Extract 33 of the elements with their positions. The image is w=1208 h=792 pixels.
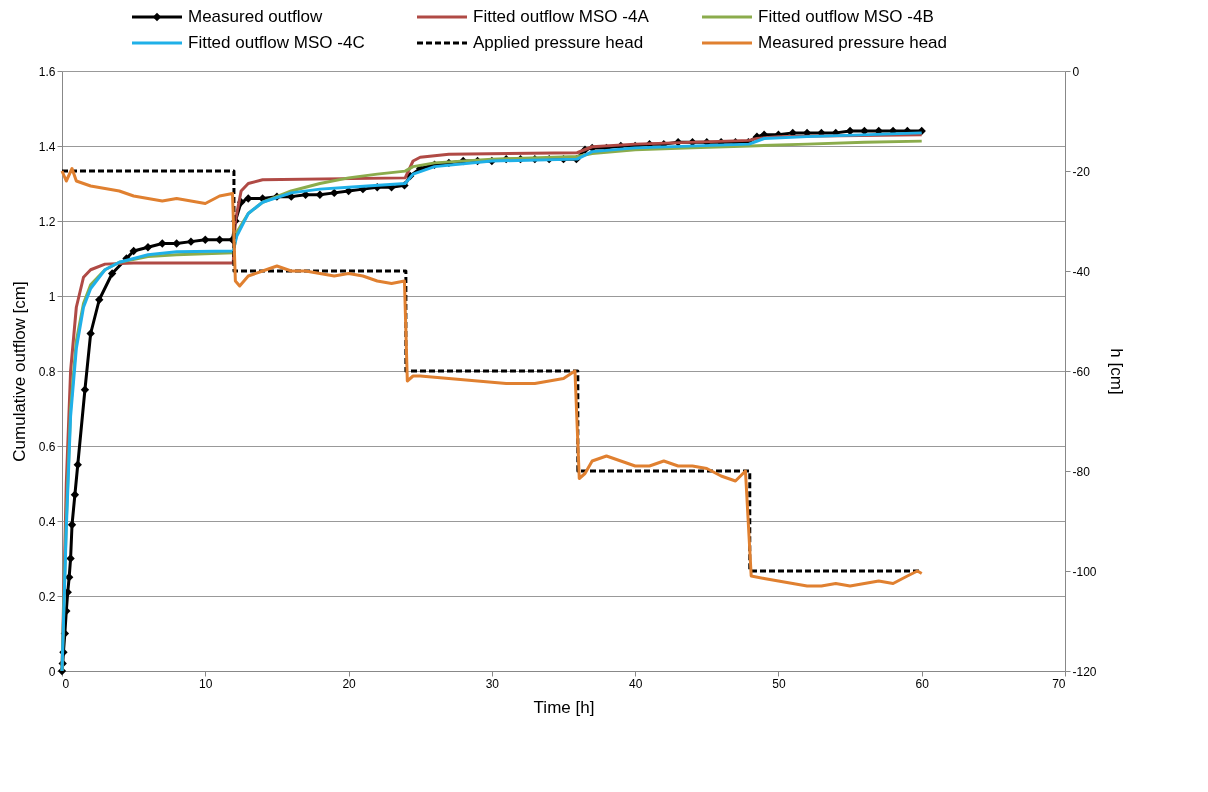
x-tick-label: 60 <box>915 676 930 691</box>
y-tick-label: 1.4 <box>38 139 56 154</box>
y2-tick-label: -120 <box>1072 664 1097 679</box>
x-tick-label: 10 <box>199 676 213 691</box>
y-tick-label: 1 <box>48 289 56 304</box>
y2-tick-label: -60 <box>1072 364 1091 379</box>
y-tick-label: 1.2 <box>38 214 56 229</box>
x-tick-label: 30 <box>485 676 500 691</box>
x-tick-label: 40 <box>628 676 643 691</box>
legend-label: Fitted outflow MSO -4B <box>758 7 934 26</box>
x-tick-label: 70 <box>1052 676 1066 691</box>
x-tick-label: 50 <box>772 676 786 691</box>
legend-label: Applied pressure head <box>473 33 644 52</box>
y-tick-label: 0.2 <box>38 589 56 604</box>
x-axis-title: Time [h] <box>533 697 595 717</box>
y-axis-title: Cumulative outflow [cm] <box>9 281 29 462</box>
x-tick-label: 20 <box>342 676 357 691</box>
y-tick-label: 0 <box>48 664 56 679</box>
y2-axis-title: h [cm] <box>1106 348 1126 395</box>
x-tick-label: 0 <box>62 676 70 691</box>
y-tick-label: 0.6 <box>38 439 56 454</box>
y2-tick-label: -40 <box>1072 264 1091 279</box>
legend-label: Measured outflow <box>188 7 323 26</box>
y-tick-label: 0.8 <box>38 364 56 379</box>
y2-tick-label: -100 <box>1072 564 1097 579</box>
y-tick-label: 0.4 <box>38 514 56 529</box>
y-tick-label: 1.6 <box>38 64 56 79</box>
legend-label: Fitted outflow MSO -4C <box>188 33 365 52</box>
y2-tick-label: -80 <box>1072 464 1091 479</box>
legend-label: Measured pressure head <box>758 33 948 52</box>
legend-label: Fitted outflow MSO -4A <box>473 7 650 26</box>
y2-tick-label: -20 <box>1072 164 1091 179</box>
y2-tick-label: 0 <box>1072 64 1080 79</box>
